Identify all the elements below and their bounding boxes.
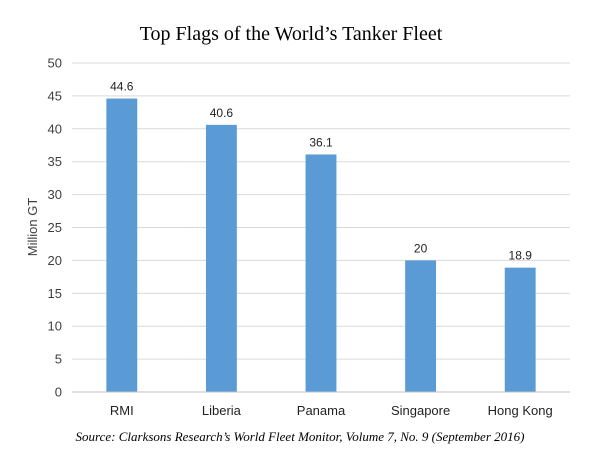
- y-tick-label: 10: [48, 319, 62, 334]
- x-tick-labels: RMI Liberia Panama Singapore Hong Kong: [110, 403, 553, 418]
- data-labels: 44.6 40.6 36.1 20 18.9: [110, 80, 532, 263]
- x-tick-label: Panama: [297, 403, 346, 418]
- data-label: 40.6: [210, 106, 234, 120]
- bar-rmi: [106, 98, 138, 393]
- y-tick-label: 25: [48, 220, 62, 235]
- x-tick-label: Singapore: [391, 403, 450, 418]
- bar-panama: [305, 154, 337, 392]
- data-label: 36.1: [309, 135, 333, 149]
- y-tick-label: 20: [48, 253, 62, 268]
- bars: [106, 98, 536, 393]
- y-tick-label: 45: [48, 88, 62, 103]
- source-note: Source: Clarksons Research’s World Fleet…: [76, 429, 525, 444]
- bar-liberia: [205, 124, 237, 393]
- y-tick-label: 50: [48, 56, 62, 71]
- bar-hong-kong: [504, 267, 536, 392]
- data-label: 18.9: [509, 249, 533, 263]
- x-tick-label: Liberia: [202, 403, 242, 418]
- x-tick-label: Hong Kong: [488, 403, 553, 418]
- y-tick-label: 0: [55, 385, 62, 400]
- data-label: 20: [414, 241, 428, 255]
- data-label: 44.6: [110, 80, 134, 94]
- y-tick-labels: 0 5 10 15 20 25 30 35 40 45 50: [48, 56, 62, 400]
- y-tick-label: 15: [48, 286, 62, 301]
- y-tick-label: 30: [48, 187, 62, 202]
- bar-singapore: [405, 260, 437, 392]
- y-axis-label: Million GT: [25, 198, 40, 257]
- chart-title: Top Flags of the World’s Tanker Fleet: [140, 23, 443, 45]
- x-tick-label: RMI: [110, 403, 134, 418]
- y-tick-label: 35: [48, 154, 62, 169]
- y-tick-label: 40: [48, 121, 62, 136]
- y-tick-label: 5: [55, 352, 62, 367]
